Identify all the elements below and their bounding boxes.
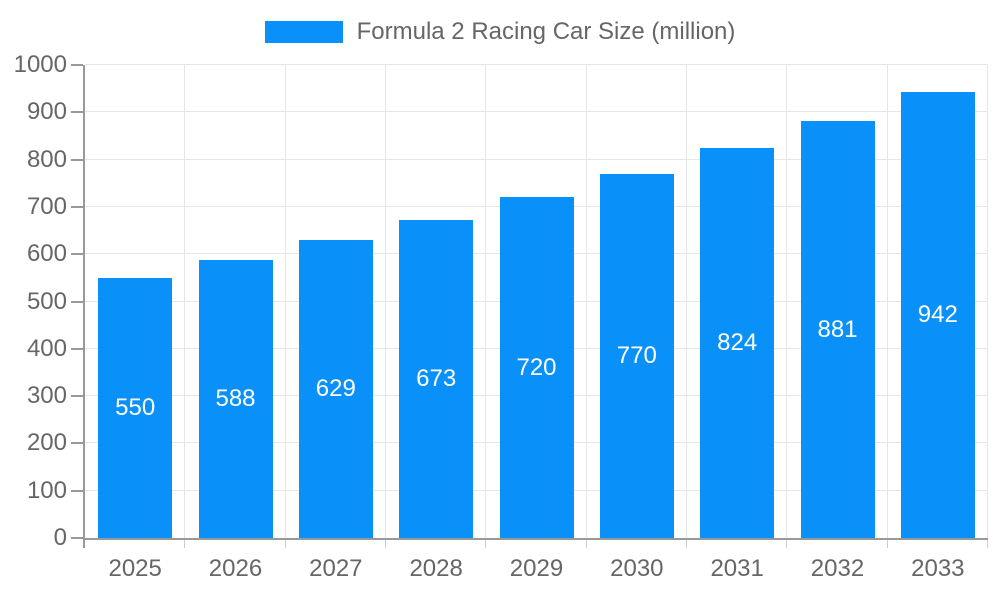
x-tick-label: 2033: [911, 555, 965, 582]
bar[interactable]: 881: [800, 121, 875, 538]
x-grid-line: [184, 65, 186, 538]
y-tick-label: 700: [26, 192, 67, 220]
y-tick: [71, 347, 83, 350]
x-tick: [786, 540, 788, 548]
x-tick-label: 2028: [409, 555, 463, 582]
x-tick-label: 2026: [208, 555, 263, 582]
y-tick: [71, 64, 83, 66]
y-tick-label: 500: [26, 287, 67, 315]
y-tick: [71, 442, 83, 445]
y-tick-label: 300: [26, 382, 67, 410]
y-tick: [71, 395, 83, 398]
y-tick: [71, 158, 83, 161]
bar-value-label: 942: [917, 301, 958, 329]
bar-value-label: 720: [516, 353, 557, 381]
y-tick-label: 800: [26, 145, 67, 173]
x-grid-line: [585, 65, 587, 538]
bar-value-label: 824: [717, 329, 758, 357]
x-tick-label: 2032: [810, 555, 865, 582]
x-grid-line: [284, 65, 286, 538]
x-tick-label: 2031: [710, 555, 764, 582]
bar-value-label: 629: [315, 375, 356, 403]
x-tick: [485, 540, 487, 548]
y-tick: [71, 537, 83, 539]
x-tick: [585, 540, 587, 548]
bar[interactable]: 942: [900, 92, 975, 538]
legend-swatch: [264, 21, 343, 43]
bar[interactable]: 588: [198, 259, 273, 538]
bar-value-label: 588: [215, 384, 256, 412]
y-grid-line: [85, 64, 988, 65]
x-tick: [987, 540, 988, 548]
y-tick: [71, 489, 83, 492]
y-tick-label: 600: [26, 240, 67, 268]
y-tick-label: 200: [26, 429, 67, 457]
x-grid-line: [987, 65, 988, 538]
x-tick: [83, 538, 85, 548]
bar[interactable]: 720: [499, 197, 574, 538]
y-tick-label: 0: [53, 524, 67, 551]
bar[interactable]: 673: [399, 219, 474, 538]
x-tick: [886, 540, 888, 548]
y-tick-label: 900: [26, 98, 67, 126]
y-tick: [71, 111, 83, 114]
y-grid-line: [85, 111, 988, 113]
x-grid-line: [485, 65, 487, 538]
legend-label: Formula 2 Racing Car Size (million): [356, 18, 736, 45]
x-tick: [184, 540, 186, 548]
x-tick-label: 2027: [309, 555, 363, 582]
y-tick-label: 1000: [13, 51, 67, 78]
bar-value-label: 550: [115, 393, 156, 421]
bar[interactable]: 770: [599, 173, 674, 538]
bar[interactable]: 824: [700, 148, 775, 538]
x-grid-line: [886, 65, 888, 538]
x-tick: [686, 540, 687, 548]
legend[interactable]: Formula 2 Racing Car Size (million): [0, 18, 1000, 46]
x-tick: [284, 540, 286, 548]
bar-value-label: 673: [416, 364, 457, 392]
x-grid-line: [686, 65, 687, 538]
y-tick-label: 400: [26, 334, 67, 362]
x-grid-line: [385, 65, 386, 538]
bar[interactable]: 550: [98, 277, 173, 538]
bar-value-label: 881: [817, 315, 858, 343]
x-tick-label: 2025: [108, 555, 162, 582]
y-grid-line: [85, 158, 988, 160]
x-tick-label: 2029: [509, 555, 564, 582]
y-tick: [71, 205, 83, 208]
x-grid-line: [786, 65, 788, 538]
y-tick: [71, 253, 83, 256]
x-tick: [385, 540, 386, 548]
y-tick: [71, 300, 83, 303]
y-tick-label: 100: [26, 476, 67, 504]
bar-value-label: 770: [616, 341, 657, 369]
bar[interactable]: 629: [298, 240, 373, 538]
plot-area: 0 100 200 300 400 500 600 700 800 900 1000 2025 2026…: [14, 51, 988, 582]
x-tick-label: 2030: [610, 555, 664, 582]
